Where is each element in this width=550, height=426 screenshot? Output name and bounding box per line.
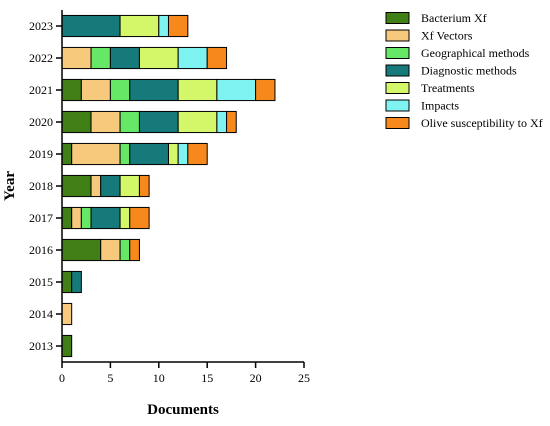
legend-swatch bbox=[385, 117, 410, 129]
bar-segment-2019-5 bbox=[167, 142, 179, 166]
y-tick-label: 2015 bbox=[29, 275, 53, 289]
bar-segment-2018-2 bbox=[90, 174, 102, 198]
bar-segment-2022-6 bbox=[177, 46, 208, 70]
bar-segment-2017-1 bbox=[61, 206, 73, 230]
bar-segment-2022-2 bbox=[61, 46, 92, 70]
bar-segment-2016-3 bbox=[119, 238, 131, 262]
bar-segment-2021-1 bbox=[61, 78, 82, 102]
y-tick-label: 2018 bbox=[29, 179, 53, 193]
bar-segment-2018-5 bbox=[119, 174, 140, 198]
bar-segment-2018-1 bbox=[61, 174, 92, 198]
bar-segment-2014-2 bbox=[61, 302, 73, 326]
bar-segment-2018-7 bbox=[138, 174, 150, 198]
bar-segment-2023-4 bbox=[61, 14, 121, 38]
bar-segment-2017-3 bbox=[80, 206, 92, 230]
bar-segment-2019-3 bbox=[119, 142, 131, 166]
bar-segment-2017-4 bbox=[90, 206, 121, 230]
y-tick-label: 2013 bbox=[29, 339, 53, 353]
bar-segment-2021-2 bbox=[80, 78, 111, 102]
bar-segment-2020-6 bbox=[216, 110, 228, 134]
bar-segment-2022-4 bbox=[109, 46, 140, 70]
y-tick-label: 2020 bbox=[29, 115, 53, 129]
bar-segment-2020-1 bbox=[61, 110, 92, 134]
bar-segment-2023-5 bbox=[119, 14, 160, 38]
bar-segment-2022-7 bbox=[206, 46, 228, 70]
bar-segment-2016-1 bbox=[61, 238, 102, 262]
legend-label: Olive susceptibility to Xf bbox=[421, 116, 543, 130]
legend-label: Geographical methods bbox=[421, 46, 530, 60]
y-tick-label: 2017 bbox=[29, 211, 53, 225]
bar-segment-2022-5 bbox=[138, 46, 179, 70]
bar-segment-2021-6 bbox=[216, 78, 257, 102]
bar-segment-2016-2 bbox=[100, 238, 121, 262]
legend-label: Treatments bbox=[421, 81, 475, 95]
legend-swatch bbox=[385, 64, 410, 77]
x-tick-label: 5 bbox=[107, 371, 113, 385]
y-tick-label: 2014 bbox=[29, 307, 53, 321]
legend-swatch bbox=[385, 47, 410, 59]
bar-segment-2020-4 bbox=[138, 110, 179, 134]
bar-segment-2021-3 bbox=[109, 78, 131, 102]
legend: Bacterium Xf Xf Vectors Geographical metho… bbox=[385, 11, 543, 130]
y-tick-label: 2019 bbox=[29, 147, 53, 161]
bar-segment-2013-1 bbox=[61, 334, 73, 358]
bar-segment-2019-1 bbox=[61, 142, 73, 166]
legend-label: Bacterium Xf bbox=[421, 11, 487, 25]
x-tick-label: 20 bbox=[250, 371, 262, 385]
y-tick-label: 2021 bbox=[29, 83, 53, 97]
x-tick-label: 10 bbox=[153, 371, 165, 385]
bar-segment-2015-4 bbox=[71, 270, 82, 294]
bar-segment-2022-3 bbox=[90, 46, 111, 70]
bar-segment-2017-2 bbox=[71, 206, 82, 230]
bar-segment-2020-3 bbox=[119, 110, 140, 134]
y-tick-label: 2022 bbox=[29, 51, 53, 65]
bar-segment-2019-4 bbox=[129, 142, 169, 166]
bar-segment-2020-7 bbox=[226, 110, 237, 134]
bar-segment-2021-5 bbox=[177, 78, 218, 102]
bars-group bbox=[61, 14, 276, 358]
y-axis-ticks: 2013 2014 2015 2016 2017 2018 2019 2020 2021 2022… bbox=[29, 19, 62, 353]
bar-segment-2015-1 bbox=[61, 270, 73, 294]
legend-label: Diagnostic methods bbox=[421, 64, 517, 78]
legend-swatch bbox=[385, 99, 410, 112]
bar-segment-2019-2 bbox=[71, 142, 121, 166]
bar-segment-2019-7 bbox=[187, 142, 208, 166]
x-axis-title: Documents bbox=[147, 402, 219, 418]
bar-segment-2021-4 bbox=[129, 78, 179, 102]
y-axis-title: Year bbox=[2, 171, 18, 201]
x-axis-ticks: 0 5 10 15 20 25 bbox=[59, 362, 310, 385]
legend-swatch bbox=[385, 29, 410, 42]
x-tick-label: 15 bbox=[201, 371, 213, 385]
bar-segment-2016-7 bbox=[129, 238, 140, 262]
legend-label: Xf Vectors bbox=[421, 29, 473, 43]
bar-segment-2018-4 bbox=[100, 174, 121, 198]
y-tick-label: 2016 bbox=[29, 243, 53, 257]
bar-segment-2021-7 bbox=[255, 78, 276, 102]
bar-segment-2017-5 bbox=[119, 206, 131, 230]
bar-segment-2023-6 bbox=[158, 14, 169, 38]
bar-segment-2019-6 bbox=[177, 142, 189, 166]
bar-segment-2020-2 bbox=[90, 110, 121, 134]
bar-segment-2020-5 bbox=[177, 110, 218, 134]
legend-swatch bbox=[385, 12, 410, 24]
bar-segment-2023-7 bbox=[167, 14, 189, 38]
x-tick-label: 25 bbox=[298, 371, 310, 385]
legend-swatch bbox=[385, 82, 410, 94]
y-tick-label: 2023 bbox=[29, 19, 53, 33]
x-tick-label: 0 bbox=[59, 371, 65, 385]
legend-label: Impacts bbox=[421, 99, 459, 113]
bar-segment-2017-7 bbox=[129, 206, 150, 230]
